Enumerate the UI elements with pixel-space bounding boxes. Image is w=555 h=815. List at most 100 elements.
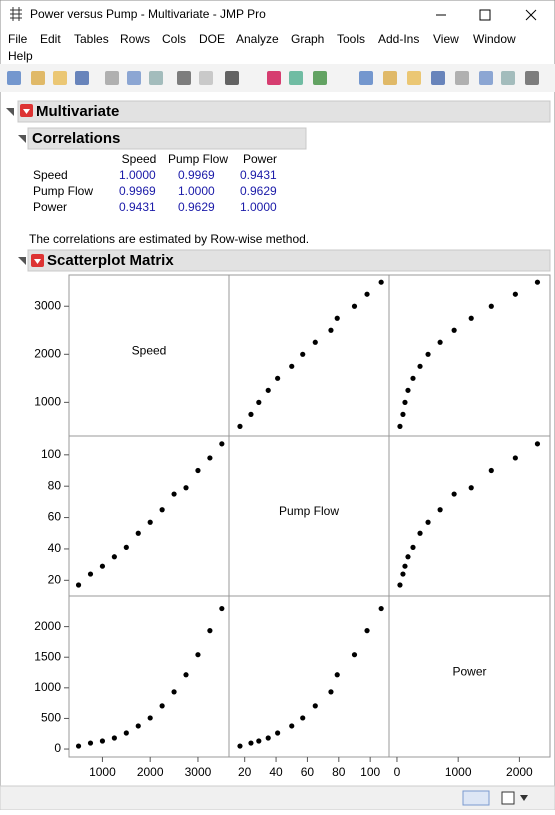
column-header: Power xyxy=(243,152,277,166)
point xyxy=(256,738,262,744)
menu-item[interactable]: Tools xyxy=(337,32,365,46)
menu-item[interactable]: Help xyxy=(8,49,33,63)
menu-item[interactable]: Add-Ins xyxy=(378,32,419,46)
correlation-table: Speed Pump Flow Power Speed 1.0000 0.9969 0.94… xyxy=(33,152,277,214)
tool-button[interactable] xyxy=(127,71,141,85)
point xyxy=(468,485,474,491)
tool-button[interactable] xyxy=(455,71,469,85)
point xyxy=(334,315,340,321)
point xyxy=(512,455,518,461)
disclosure[interactable] xyxy=(6,108,14,116)
y-tick-label: 500 xyxy=(41,711,61,725)
app-icon xyxy=(10,7,22,21)
menu-item[interactable]: Window xyxy=(473,32,516,46)
point xyxy=(237,743,243,749)
point xyxy=(364,291,370,297)
point xyxy=(451,327,457,333)
disclosure[interactable] xyxy=(18,257,26,265)
tool-button[interactable] xyxy=(199,71,213,85)
cell: 1.0000 xyxy=(240,200,277,214)
point xyxy=(400,571,406,577)
toolbar-icons xyxy=(7,71,539,85)
menu-item[interactable]: Analyze xyxy=(236,32,279,46)
cell: 0.9431 xyxy=(240,168,277,182)
point xyxy=(99,738,106,744)
tool-button[interactable] xyxy=(479,71,493,85)
point xyxy=(397,423,403,429)
cell: 1.0000 xyxy=(119,168,156,182)
point xyxy=(237,423,243,429)
point xyxy=(417,363,423,369)
point xyxy=(437,507,443,513)
row-label: Power xyxy=(33,200,67,214)
menu-item[interactable]: Edit xyxy=(40,32,61,46)
window-list[interactable] xyxy=(501,791,515,805)
menu-item[interactable]: Rows xyxy=(120,32,150,46)
tool-button[interactable] xyxy=(525,71,539,85)
point xyxy=(256,399,262,405)
section-header xyxy=(17,100,551,123)
row-label: Pump Flow xyxy=(33,184,93,198)
y-tick-label: 2000 xyxy=(34,346,61,360)
variable-label: Speed xyxy=(132,344,167,358)
point xyxy=(410,375,416,381)
tool-button[interactable] xyxy=(53,71,67,85)
point xyxy=(437,339,443,345)
x-tick-label: 2000 xyxy=(506,765,533,779)
point xyxy=(351,652,358,658)
cell: 0.9969 xyxy=(178,168,215,182)
point xyxy=(351,303,358,309)
y-tick-label: 1000 xyxy=(34,680,61,694)
tool-button[interactable] xyxy=(431,71,445,85)
point xyxy=(219,441,225,447)
tool-button[interactable] xyxy=(313,71,327,85)
tool-button[interactable] xyxy=(105,71,119,85)
menu-item[interactable]: File xyxy=(8,32,28,46)
tool-button[interactable] xyxy=(225,71,239,85)
y-tick-label: 1000 xyxy=(34,395,61,409)
point xyxy=(451,491,457,497)
x-tick-label: 3000 xyxy=(185,765,212,779)
cell: 1.0000 xyxy=(178,184,215,198)
maximize[interactable] xyxy=(479,9,491,21)
cell: 0.9629 xyxy=(178,200,215,214)
window-list-arrow[interactable] xyxy=(520,795,528,801)
point xyxy=(248,740,254,746)
tool-button[interactable] xyxy=(289,71,303,85)
tool-button[interactable] xyxy=(407,71,421,85)
point xyxy=(111,554,117,560)
point xyxy=(328,327,334,333)
home-button[interactable] xyxy=(462,790,490,806)
menu-item[interactable]: View xyxy=(433,32,459,46)
point xyxy=(147,519,153,525)
tool-button[interactable] xyxy=(359,71,373,85)
tool-button[interactable] xyxy=(31,71,45,85)
x-tick-label: 60 xyxy=(301,765,315,779)
menu-item[interactable]: Cols xyxy=(162,32,186,46)
menu-item[interactable]: DOE xyxy=(199,32,225,46)
tool-button[interactable] xyxy=(7,71,21,85)
menu-item[interactable]: Graph xyxy=(291,32,324,46)
point xyxy=(378,605,384,612)
menu-bar: File Edit Tables Rows Cols DOE Analyze Graph Too… xyxy=(8,32,516,63)
disclosure[interactable] xyxy=(18,135,26,143)
close[interactable] xyxy=(525,9,537,21)
tool-button[interactable] xyxy=(501,71,515,85)
x-tick-label: 40 xyxy=(269,765,283,779)
y-tick-label: 3000 xyxy=(34,298,61,312)
column-header: Pump Flow xyxy=(168,152,228,166)
tool-button[interactable] xyxy=(149,71,163,85)
cell-frame xyxy=(388,595,551,758)
point xyxy=(207,455,213,461)
x-tick-label: 1000 xyxy=(89,765,116,779)
tool-button[interactable] xyxy=(177,71,191,85)
tool-button[interactable] xyxy=(75,71,89,85)
section-header xyxy=(27,249,551,272)
point xyxy=(488,467,494,474)
tool-button[interactable] xyxy=(267,71,281,85)
tool-button[interactable] xyxy=(383,71,397,85)
row-label: Speed xyxy=(33,168,68,182)
point xyxy=(195,467,201,474)
menu-item[interactable]: Tables xyxy=(74,32,109,46)
